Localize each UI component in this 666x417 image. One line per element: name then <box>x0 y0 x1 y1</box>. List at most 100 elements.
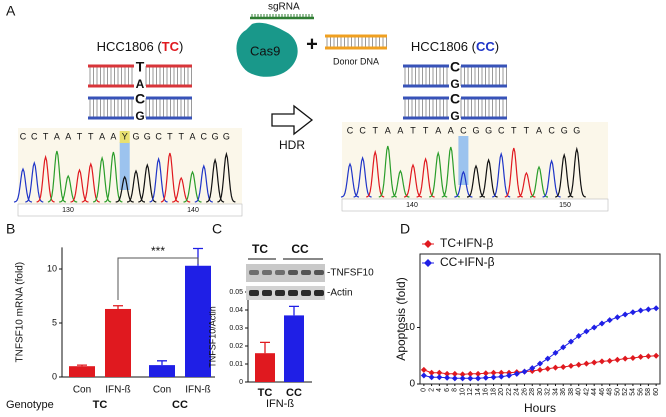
sequence-letter: C <box>201 131 208 141</box>
cell-line-title: HCC1806 (CC) <box>411 39 499 54</box>
y-tick-label: 0 <box>409 379 415 390</box>
error-bar <box>260 341 270 354</box>
bar <box>255 353 275 382</box>
data-point <box>506 372 513 379</box>
data-point <box>451 375 458 382</box>
hdr-arrow <box>271 104 314 136</box>
x-tick-label: 40 <box>576 388 583 396</box>
data-point <box>653 305 660 312</box>
trace-peak <box>172 176 191 203</box>
title-part: HCC1806 ( <box>411 39 477 54</box>
sequence-letter: C <box>359 125 366 135</box>
trace-peak <box>59 174 78 203</box>
base-letter: G <box>450 77 459 91</box>
band <box>301 290 311 296</box>
title-part: TC <box>162 39 180 54</box>
data-point <box>420 366 427 373</box>
sequence-letter: T <box>524 125 530 135</box>
band <box>288 290 298 296</box>
x-tick-label: 6 <box>444 388 451 392</box>
error-bar <box>157 360 167 366</box>
sequence-letter: T <box>77 131 83 141</box>
data-point <box>645 353 652 360</box>
data-point <box>598 358 605 365</box>
x-tick-label: 54 <box>630 388 637 396</box>
sequence-letter: C <box>498 125 505 135</box>
sequence-letter: T <box>372 125 378 135</box>
x-tick-label: 50 <box>614 388 621 396</box>
trace-peak <box>126 169 146 203</box>
data-point <box>583 328 590 335</box>
trace-peak <box>567 146 586 198</box>
position-label: 140 <box>406 202 418 209</box>
significance-bracket <box>117 257 199 300</box>
band <box>314 270 324 275</box>
sequence-letter: C <box>347 125 354 135</box>
x-tick-label: 4 <box>436 388 443 392</box>
x-tick-label: 22 <box>506 388 513 396</box>
data-point <box>498 373 505 380</box>
position-label: 150 <box>559 202 571 209</box>
donor-label: Donor DNA <box>333 56 379 66</box>
x-tick-label: 12 <box>467 388 474 396</box>
band <box>249 270 259 275</box>
sequence-letter: G <box>223 131 230 141</box>
highlight <box>119 142 130 190</box>
sequence-letter: T <box>167 131 173 141</box>
data-point <box>560 344 567 351</box>
sequence-letter: C <box>548 125 555 135</box>
x-tick-label: IFN-ß <box>185 385 211 396</box>
hdr-label: HDR <box>279 138 305 152</box>
data-point <box>614 356 621 363</box>
data-point <box>420 372 427 379</box>
position-strip <box>17 203 243 217</box>
trace-peak <box>36 154 55 203</box>
sequence-letter: A <box>110 131 116 141</box>
position-label: 130 <box>62 207 74 214</box>
sequence-letter: A <box>435 125 441 135</box>
x-tick-label: 30 <box>537 388 544 396</box>
trace-peak <box>25 161 44 203</box>
y-tick-label: 0.02 <box>229 343 243 350</box>
data-point <box>459 375 466 382</box>
data-point <box>614 314 621 321</box>
cas9-label: Cas9 <box>250 43 280 58</box>
trace-peak <box>81 162 100 203</box>
data-point <box>637 353 644 360</box>
data-point <box>598 320 605 327</box>
blot-group-label: CC <box>291 242 309 256</box>
blot-label: -TNFSF10 <box>327 268 374 279</box>
data-point <box>428 369 435 376</box>
data-point <box>653 352 660 359</box>
sequence-letter: A <box>397 125 403 135</box>
data-point <box>467 370 474 377</box>
y-tick-label: 10 <box>404 322 416 333</box>
x-tick-label: 34 <box>552 388 559 396</box>
trace-peak <box>378 145 397 198</box>
y-tick-label: 0 <box>239 379 243 386</box>
data-point <box>560 364 567 371</box>
x-tick-label: 32 <box>545 388 552 396</box>
legend-marker <box>424 259 432 267</box>
data-point <box>645 306 652 313</box>
x-tick-label: 42 <box>583 388 590 396</box>
data-point <box>629 309 636 316</box>
panel-label: C <box>212 221 222 237</box>
x-tick-label: 38 <box>568 388 575 396</box>
band <box>314 290 324 296</box>
data-point <box>544 365 551 372</box>
x-tick-label: 44 <box>591 388 598 396</box>
sequence-letter: G <box>485 125 492 135</box>
sequence-letter: A <box>385 125 391 135</box>
data-point <box>552 364 559 371</box>
data-point <box>537 360 543 367</box>
data-point <box>490 369 497 376</box>
sequence-letter: T <box>178 131 184 141</box>
blot-label: -Actin <box>327 288 353 299</box>
position-label: 140 <box>187 207 199 214</box>
plus-sign: + <box>306 33 318 55</box>
sequence-letter: G <box>132 131 139 141</box>
y-tick-label: 10 <box>47 263 57 273</box>
data-point <box>567 362 574 369</box>
